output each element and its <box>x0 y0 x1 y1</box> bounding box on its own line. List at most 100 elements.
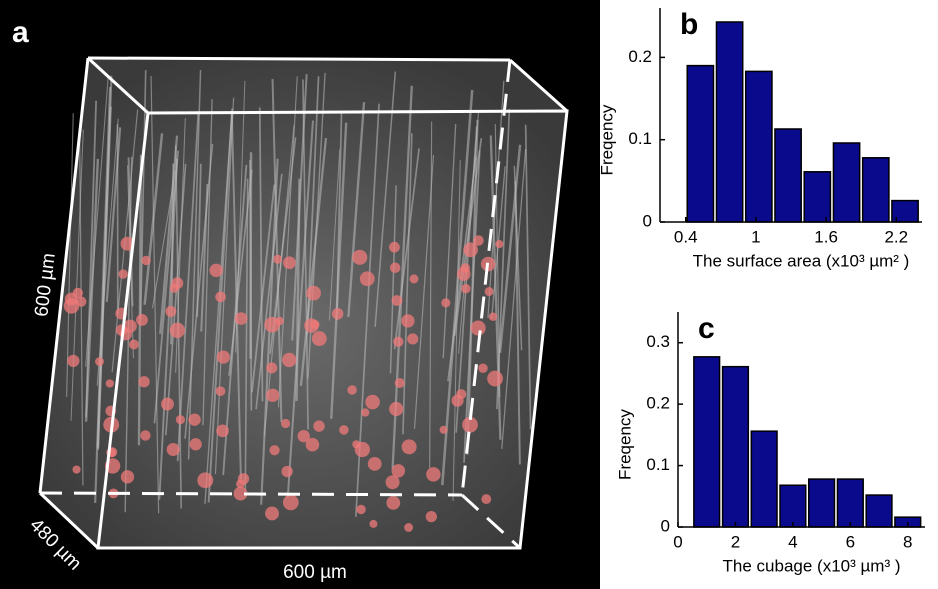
dendrite <box>263 124 295 437</box>
dendrite <box>335 111 343 321</box>
dendrite <box>222 164 248 476</box>
dendrite <box>137 154 143 446</box>
soma <box>391 295 403 306</box>
soma <box>310 320 320 330</box>
soma <box>311 331 327 347</box>
x-tick-label: 8 <box>903 532 912 551</box>
soma <box>352 249 368 265</box>
bar <box>686 64 715 223</box>
soma <box>234 312 248 325</box>
soma <box>409 274 419 284</box>
soma <box>175 415 185 425</box>
dendrite <box>176 111 200 462</box>
soma <box>365 394 380 410</box>
soma <box>389 241 400 253</box>
y-axis-label: Freqency <box>597 104 616 175</box>
dendrite <box>458 111 480 354</box>
dendrite <box>393 148 420 350</box>
x-tick-label: 1 <box>751 227 760 246</box>
soma <box>359 271 375 287</box>
dendrite <box>347 102 366 318</box>
dendrite <box>255 173 283 410</box>
soma <box>339 425 349 435</box>
soma <box>456 267 471 281</box>
panel-label: a <box>12 16 29 49</box>
dendrite <box>413 154 435 429</box>
soma <box>265 506 279 521</box>
histogram-chart: 0 0.1 0.2 0.4 1 1.6 2.2 The surface area (x10³ … <box>597 8 922 270</box>
dendrite <box>70 129 84 421</box>
bar <box>861 157 890 223</box>
soma <box>161 397 174 411</box>
x-tick-label: 0.4 <box>674 227 698 246</box>
soma <box>313 420 325 432</box>
soma <box>354 441 370 458</box>
bar <box>721 365 750 528</box>
soma <box>233 486 248 501</box>
x-tick-label: 6 <box>846 532 855 551</box>
dendrite <box>207 108 234 503</box>
soma <box>266 362 278 374</box>
y-tick-label: 0 <box>661 516 670 535</box>
dendrite <box>389 185 397 374</box>
dendrite <box>271 79 283 423</box>
tissue-volume <box>40 58 567 548</box>
soma <box>391 464 406 478</box>
dendrite <box>501 149 527 449</box>
x-tick-label: 4 <box>788 532 797 551</box>
bar <box>744 70 773 223</box>
soma <box>393 336 404 347</box>
soma <box>128 339 139 350</box>
dendrite <box>151 169 177 309</box>
x-tick-label: 2.2 <box>884 227 908 246</box>
soma <box>305 437 320 452</box>
soma <box>282 494 299 511</box>
soma <box>495 240 504 249</box>
soma <box>389 401 404 417</box>
dendrite <box>244 178 249 491</box>
soma <box>478 363 488 373</box>
x-axis-label: The surface area (x10³ µm² ) <box>693 251 910 270</box>
soma <box>265 388 280 403</box>
soma <box>118 269 128 279</box>
soma <box>306 285 321 301</box>
y-tick-label: 0.1 <box>646 455 670 474</box>
dendrite <box>429 121 433 469</box>
bar <box>693 356 721 528</box>
soma <box>463 242 478 258</box>
soma <box>215 386 226 397</box>
dendrite <box>489 135 502 440</box>
x-tick-label: 2 <box>731 532 740 551</box>
soma <box>72 465 81 474</box>
soma <box>123 319 137 333</box>
soma <box>76 296 87 307</box>
dendrite <box>200 183 209 332</box>
soma <box>95 357 104 366</box>
dendrite <box>249 160 253 411</box>
dendrite <box>235 80 246 353</box>
soma <box>166 442 180 457</box>
dendrite <box>286 120 314 498</box>
bar <box>750 430 778 528</box>
dendrite <box>158 158 179 500</box>
dendrite <box>524 124 532 430</box>
soma <box>189 438 202 451</box>
microscopy-panel: a 600 µm 480 µm 600 µm <box>0 0 600 589</box>
y-tick-label: 0.2 <box>628 47 652 66</box>
soma <box>401 314 415 328</box>
soma <box>331 308 344 320</box>
soma <box>441 298 451 308</box>
dendrite <box>330 122 348 419</box>
dendrite <box>96 106 112 448</box>
dendrite <box>463 150 481 463</box>
soma <box>367 456 382 471</box>
soma <box>470 320 486 336</box>
soma <box>425 511 437 523</box>
soma <box>426 467 441 482</box>
bar <box>779 484 807 528</box>
soma <box>120 236 135 251</box>
soma <box>281 465 293 478</box>
dendrite <box>196 163 202 317</box>
soma <box>473 235 484 246</box>
soma <box>140 430 151 441</box>
